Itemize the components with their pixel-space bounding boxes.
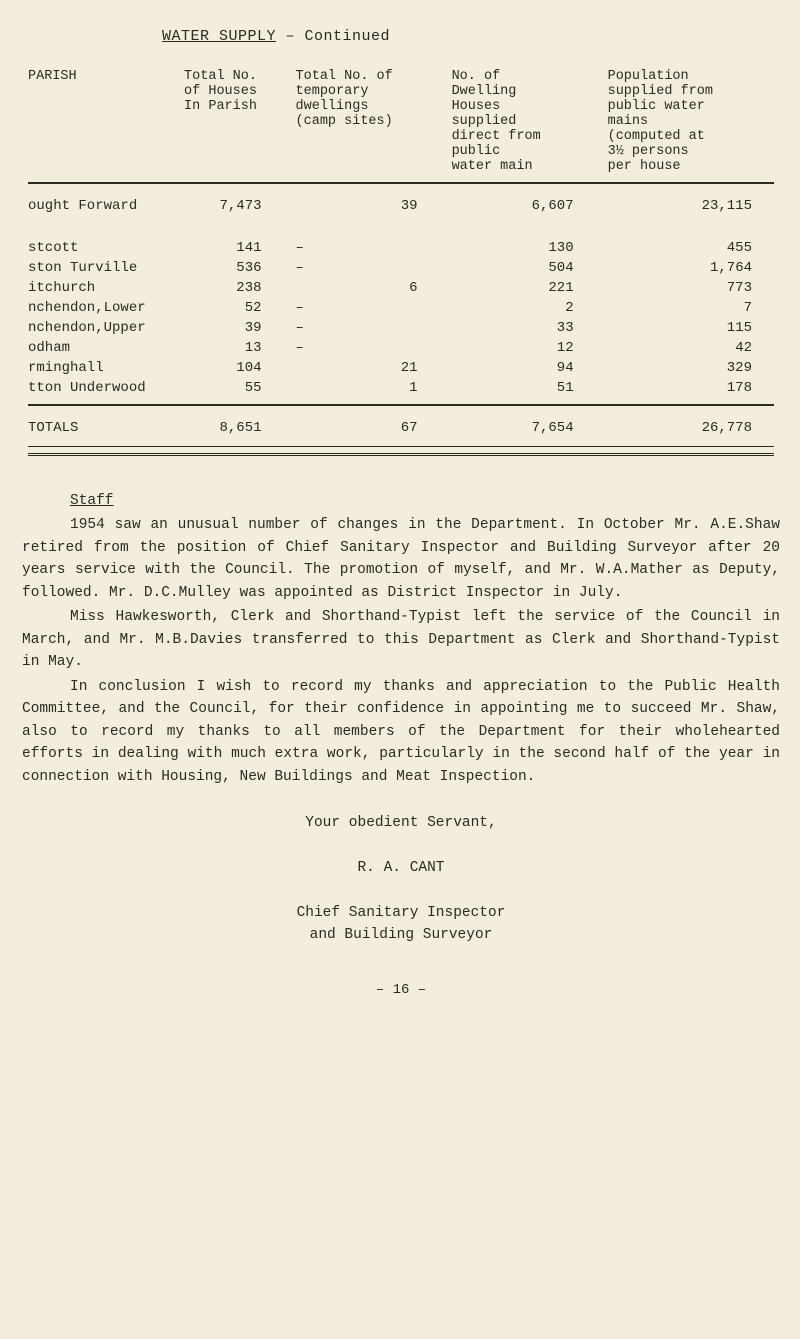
cell: 1,764: [602, 258, 780, 278]
cell-parish: rminghall: [22, 358, 178, 378]
body-text: Staff 1954 saw an unusual number of chan…: [22, 490, 780, 1002]
cell: –: [290, 338, 446, 358]
cell-parish: nchendon,Upper: [22, 318, 178, 338]
cell: 7: [602, 298, 780, 318]
col-parish: PARISH: [22, 67, 178, 176]
col-population: Population supplied from public water ma…: [602, 67, 780, 176]
col-houses: Total No. of Houses In Parish: [178, 67, 289, 176]
cell: 455: [602, 238, 780, 258]
bf-c2: 39: [290, 196, 446, 216]
cell: 2: [446, 298, 602, 318]
bf-c3: 6,607: [446, 196, 602, 216]
cell: 536: [178, 258, 289, 278]
header-rule: [28, 182, 774, 184]
paragraph-3: In conclusion I wish to record my thanks…: [22, 676, 780, 788]
totals-label: TOTALS: [22, 418, 178, 438]
staff-heading: Staff: [22, 490, 780, 512]
table-header-row: PARISH Total No. of Houses In Parish Tot…: [22, 67, 780, 176]
table-row: odham 13 – 12 42: [22, 338, 780, 358]
table-row: nchendon,Upper 39 – 33 115: [22, 318, 780, 338]
cell: 13: [178, 338, 289, 358]
cell: 6: [290, 278, 446, 298]
paragraph-1: 1954 saw an unusual number of changes in…: [22, 514, 780, 604]
cell: 1: [290, 378, 446, 398]
brought-forward-row: ought Forward 7,473 39 6,607 23,115: [22, 196, 780, 216]
signature-block: R. A. CANT Chief Sanitary Inspector and …: [22, 857, 780, 947]
totals-c3: 7,654: [446, 418, 602, 438]
bf-c4: 23,115: [602, 196, 780, 216]
water-supply-table: PARISH Total No. of Houses In Parish Tot…: [22, 67, 780, 458]
cell: 178: [602, 378, 780, 398]
bf-label: ought Forward: [22, 196, 178, 216]
cell: 42: [602, 338, 780, 358]
cell: –: [290, 318, 446, 338]
cell-parish: nchendon,Lower: [22, 298, 178, 318]
signature-name: R. A. CANT: [22, 857, 780, 879]
cell: 94: [446, 358, 602, 378]
cell-parish: stcott: [22, 238, 178, 258]
cell: 238: [178, 278, 289, 298]
cell-parish: itchurch: [22, 278, 178, 298]
table-row: tton Underwood 55 1 51 178: [22, 378, 780, 398]
cell: 115: [602, 318, 780, 338]
post-totals-rule-2: [28, 453, 774, 456]
title-underlined: WATER SUPPLY: [162, 28, 276, 45]
cell-parish: tton Underwood: [22, 378, 178, 398]
cell: –: [290, 298, 446, 318]
totals-c4: 26,778: [602, 418, 780, 438]
cell: 130: [446, 238, 602, 258]
table-title: WATER SUPPLY – Continued: [22, 28, 780, 45]
post-totals-rule-1: [28, 446, 774, 447]
page-number: – 16 –: [22, 980, 780, 1002]
table-row: rminghall 104 21 94 329: [22, 358, 780, 378]
table-row: nchendon,Lower 52 – 2 7: [22, 298, 780, 318]
signature-title-1: Chief Sanitary Inspector: [22, 902, 780, 924]
cell: 55: [178, 378, 289, 398]
table-row: stcott 141 – 130 455: [22, 238, 780, 258]
cell: 12: [446, 338, 602, 358]
bf-c1: 7,473: [178, 196, 289, 216]
paragraph-2: Miss Hawkesworth, Clerk and Shorthand-Ty…: [22, 606, 780, 673]
closing-line: Your obedient Servant,: [22, 812, 780, 834]
pre-totals-rule: [28, 404, 774, 406]
cell: 21: [290, 358, 446, 378]
cell: 104: [178, 358, 289, 378]
signature-title-2: and Building Surveyor: [22, 924, 780, 946]
col-supplied: No. of Dwelling Houses supplied direct f…: [446, 67, 602, 176]
cell-parish: ston Turville: [22, 258, 178, 278]
col-temporary: Total No. of temporary dwellings (camp s…: [290, 67, 446, 176]
table-row: ston Turville 536 – 504 1,764: [22, 258, 780, 278]
totals-c2: 67: [290, 418, 446, 438]
table-row: itchurch 238 6 221 773: [22, 278, 780, 298]
title-suffix: – Continued: [276, 28, 390, 45]
totals-c1: 8,651: [178, 418, 289, 438]
cell: –: [290, 258, 446, 278]
cell: 33: [446, 318, 602, 338]
cell: 221: [446, 278, 602, 298]
cell: 52: [178, 298, 289, 318]
cell: 51: [446, 378, 602, 398]
cell: 329: [602, 358, 780, 378]
cell-parish: odham: [22, 338, 178, 358]
cell: –: [290, 238, 446, 258]
totals-row: TOTALS 8,651 67 7,654 26,778: [22, 418, 780, 438]
cell: 504: [446, 258, 602, 278]
cell: 773: [602, 278, 780, 298]
cell: 141: [178, 238, 289, 258]
cell: 39: [178, 318, 289, 338]
document-page: WATER SUPPLY – Continued PARISH Total No…: [0, 0, 800, 1042]
